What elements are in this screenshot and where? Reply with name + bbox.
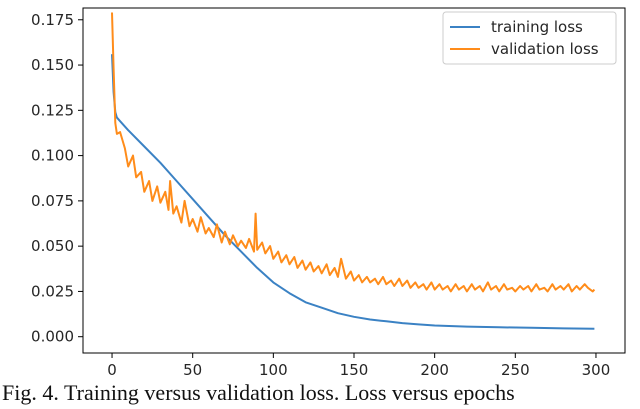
x-tick-label: 150 xyxy=(340,361,369,377)
legend: training loss validation loss xyxy=(442,11,617,65)
x-tick-label: 100 xyxy=(259,361,288,377)
loss-chart: 0 50 100 150 200 250 300 0.0000.0250.0500.0750… xyxy=(31,7,626,377)
y-tick-label: 0.100 xyxy=(31,147,74,165)
y-tick-label: 0.075 xyxy=(31,192,74,210)
legend-box xyxy=(442,11,617,65)
x-axis: 0 50 100 150 200 250 300 xyxy=(107,353,610,377)
x-tick-label: 250 xyxy=(501,361,530,377)
series-line-training xyxy=(111,54,595,330)
y-axis: 0.000 0.025 0.050 0.075 0.100 0.125 0.150 0.175 xyxy=(31,11,83,346)
y-tick-label: 0.050 xyxy=(31,237,74,255)
x-tick-label: 0 xyxy=(107,361,117,377)
legend-label-validation: validation loss xyxy=(491,40,599,58)
y-tick-label: 0.175 xyxy=(31,11,74,29)
legend-label-training: training loss xyxy=(491,18,583,36)
x-tick-label: 50 xyxy=(183,361,202,377)
x-tick-label: 300 xyxy=(582,361,611,377)
y-tick-label: 0.000 xyxy=(31,328,74,346)
y-tick-label: 0.125 xyxy=(31,101,74,119)
y-tick-label: 0.150 xyxy=(31,56,74,74)
x-tick-label: 200 xyxy=(420,361,449,377)
figure-caption: Fig. 4. Training versus validation loss.… xyxy=(2,380,515,405)
series-layer xyxy=(111,12,596,330)
y-tick-label: 0.025 xyxy=(31,282,74,300)
series-line-validation xyxy=(111,12,596,293)
